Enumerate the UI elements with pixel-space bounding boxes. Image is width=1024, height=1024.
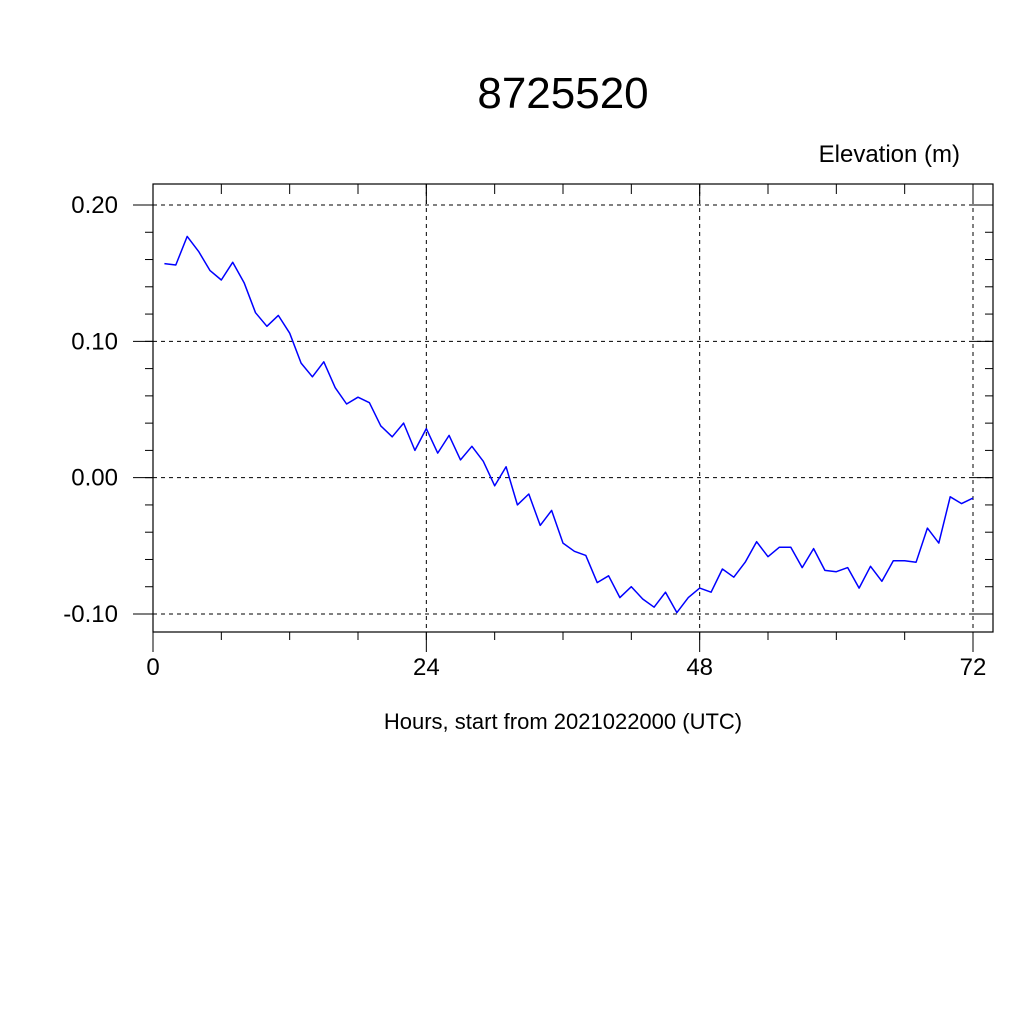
x-tick-label: 0 [146,654,159,681]
y-tick-label: 0.10 [71,328,118,355]
y-tick-label: 0.20 [71,192,118,219]
x-axis-label: Hours, start from 2021022000 (UTC) [384,709,742,734]
y-tick-label: 0.00 [71,465,118,492]
x-tick-label: 48 [686,654,713,681]
axis-ticks [133,184,993,652]
series-layer [164,235,974,614]
chart-title: 8725520 [477,69,648,118]
grid-lines [152,184,993,632]
y-tick-label: -0.10 [63,601,118,628]
y-axis-label: Elevation (m) [819,141,960,168]
x-tick-label: 24 [413,654,440,681]
x-tick-label: 72 [960,654,987,681]
series-line [164,235,974,614]
tick-labels: -0.10 0.00 0.10 0.20 0 24 48 72 [63,192,986,681]
plot-frame [152,183,994,633]
